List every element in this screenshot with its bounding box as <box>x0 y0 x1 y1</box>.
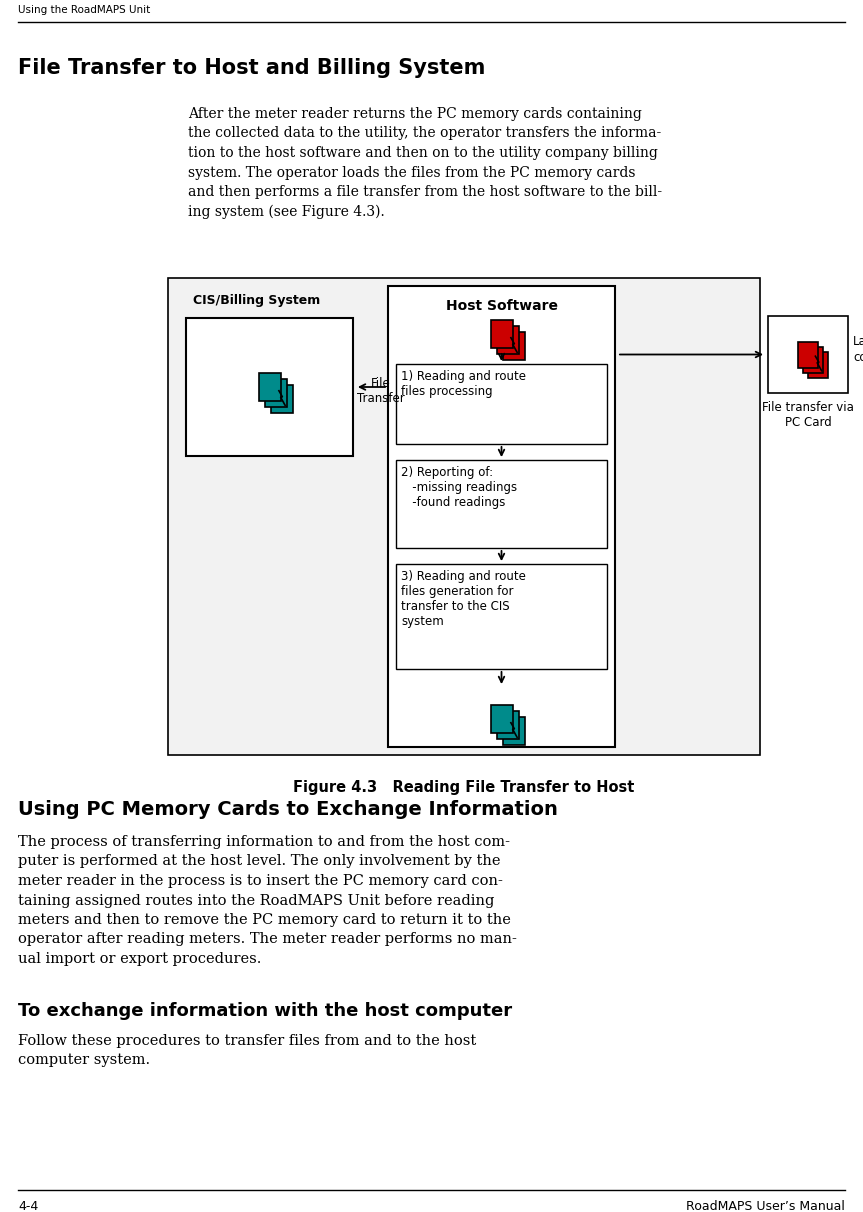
Bar <box>259 373 280 401</box>
Text: Using PC Memory Cards to Exchange Information: Using PC Memory Cards to Exchange Inform… <box>18 800 557 819</box>
Bar <box>490 320 513 348</box>
Bar <box>496 711 519 739</box>
Text: RoadMAPS User’s Manual: RoadMAPS User’s Manual <box>686 1200 845 1212</box>
Bar <box>168 278 760 755</box>
Bar <box>803 347 823 372</box>
Text: Laptop
computer: Laptop computer <box>853 336 863 364</box>
Bar <box>396 461 607 548</box>
Text: puter is performed at the host level. The only involvement by the: puter is performed at the host level. Th… <box>18 854 501 869</box>
Bar <box>396 564 607 669</box>
Bar <box>396 364 607 444</box>
Text: operator after reading meters. The meter reader performs no man-: operator after reading meters. The meter… <box>18 932 517 947</box>
Text: ual import or export procedures.: ual import or export procedures. <box>18 951 261 966</box>
Bar <box>186 318 353 456</box>
Bar <box>490 705 513 733</box>
Text: meters and then to remove the PC memory card to return it to the: meters and then to remove the PC memory … <box>18 913 511 927</box>
Text: 1) Reading and route
files processing: 1) Reading and route files processing <box>401 370 526 398</box>
Bar <box>502 718 525 745</box>
Text: taining assigned routes into the RoadMAPS Unit before reading: taining assigned routes into the RoadMAP… <box>18 893 494 908</box>
Text: Figure 4.3   Reading File Transfer to Host: Figure 4.3 Reading File Transfer to Host <box>293 781 634 795</box>
Text: 3) Reading and route
files generation for
transfer to the CIS
system: 3) Reading and route files generation fo… <box>401 570 526 628</box>
Text: and then performs a file transfer from the host software to the bill-: and then performs a file transfer from t… <box>188 185 662 199</box>
Bar <box>388 286 615 747</box>
Text: the collected data to the utility, the operator transfers the informa-: the collected data to the utility, the o… <box>188 126 661 141</box>
Bar <box>798 342 818 367</box>
Text: CIS/Billing System: CIS/Billing System <box>193 295 320 307</box>
Text: Host Software: Host Software <box>445 299 557 313</box>
Text: Follow these procedures to transfer files from and to the host: Follow these procedures to transfer file… <box>18 1034 476 1047</box>
Text: meter reader in the process is to insert the PC memory card con-: meter reader in the process is to insert… <box>18 874 503 888</box>
Bar <box>264 379 287 407</box>
Text: ing system (see Figure 4.3).: ing system (see Figure 4.3). <box>188 205 385 219</box>
Text: After the meter reader returns the PC memory cards containing: After the meter reader returns the PC me… <box>188 107 642 121</box>
Text: Using the RoadMAPS Unit: Using the RoadMAPS Unit <box>18 5 150 15</box>
Text: 2) Reporting of:
   -missing readings
   -found readings: 2) Reporting of: -missing readings -foun… <box>401 465 517 509</box>
Text: computer system.: computer system. <box>18 1053 150 1067</box>
Bar <box>496 326 519 354</box>
Text: To exchange information with the host computer: To exchange information with the host co… <box>18 1001 512 1019</box>
Text: tion to the host software and then on to the utility company billing: tion to the host software and then on to… <box>188 145 658 160</box>
Bar <box>502 332 525 360</box>
Text: 4-4: 4-4 <box>18 1200 38 1212</box>
Text: File Transfer to Host and Billing System: File Transfer to Host and Billing System <box>18 58 485 78</box>
Text: File transfer via
PC Card: File transfer via PC Card <box>762 401 854 429</box>
Text: File
Transfer: File Transfer <box>356 377 405 405</box>
Bar <box>768 316 848 393</box>
Bar <box>808 351 828 377</box>
Text: system. The operator loads the files from the PC memory cards: system. The operator loads the files fro… <box>188 166 635 179</box>
Text: The process of transferring information to and from the host com-: The process of transferring information … <box>18 835 510 848</box>
Bar <box>270 385 293 413</box>
